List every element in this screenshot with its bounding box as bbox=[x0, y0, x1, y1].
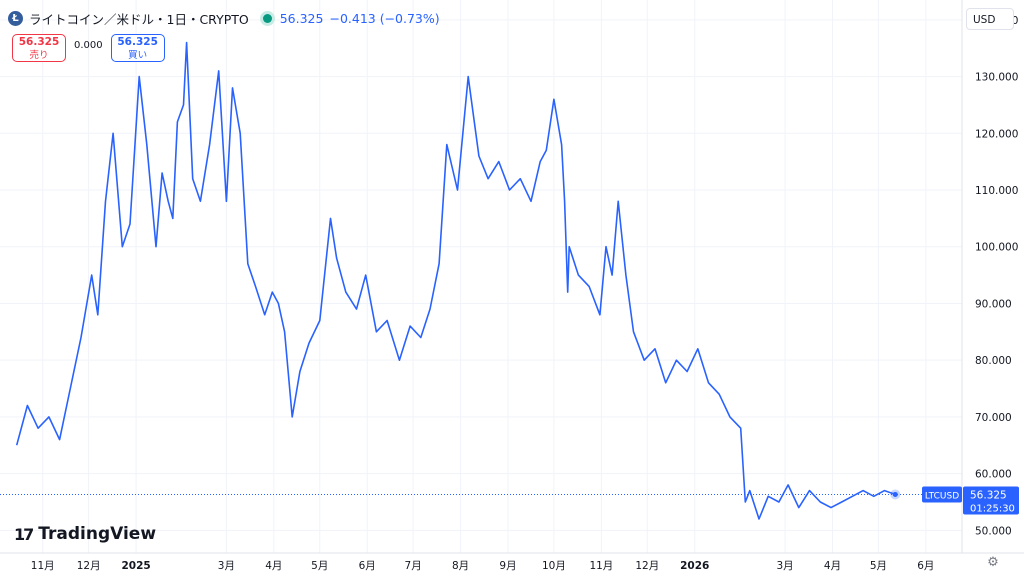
buy-label: 買い bbox=[128, 50, 148, 61]
last-price-labels: LTCUSD 56.325 01:25:30 bbox=[922, 486, 1019, 515]
buy-button[interactable]: 56.325 買い bbox=[110, 34, 165, 62]
tradingview-logo-text: TradingView bbox=[38, 524, 157, 544]
x-tick-label: 9月 bbox=[499, 560, 516, 572]
x-tick-label: 3月 bbox=[776, 560, 793, 572]
sell-label: 売り bbox=[29, 50, 49, 61]
x-tick-label: 2025 bbox=[121, 560, 150, 572]
x-tick-label: 6月 bbox=[359, 560, 376, 572]
x-tick-label: 5月 bbox=[311, 560, 328, 572]
tradingview-logo[interactable]: 17 TradingView bbox=[14, 524, 156, 544]
price-tag-bg bbox=[963, 486, 1019, 515]
y-tick-label: 60.000 bbox=[975, 469, 1012, 481]
x-tick-label: 6月 bbox=[917, 560, 934, 572]
series-line-ltcusd bbox=[15, 41, 896, 520]
x-tick-label: 8月 bbox=[452, 560, 469, 572]
live-dot bbox=[892, 491, 898, 497]
symbol-tag-bg bbox=[922, 486, 962, 503]
litecoin-icon[interactable]: Ł bbox=[8, 10, 23, 26]
grid-layer bbox=[0, 0, 962, 553]
x-tick-label: 5月 bbox=[870, 560, 887, 572]
price-axis[interactable]: 50.000 60.000 70.000 80.000 90.000 100.000 110… bbox=[975, 15, 1018, 537]
y-tick-label: 110.000 bbox=[975, 185, 1018, 197]
x-tick-label: 11月 bbox=[31, 560, 55, 572]
price-tag: 56.325 bbox=[970, 489, 1007, 501]
symbol-tag: LTCUSD bbox=[925, 491, 959, 501]
y-tick-label: 90.000 bbox=[975, 298, 1012, 310]
y-tick-label: 50.000 bbox=[975, 525, 1012, 537]
y-tick-label: 100.000 bbox=[975, 242, 1018, 254]
x-tick-label: 7月 bbox=[405, 560, 422, 572]
live-price-marker bbox=[890, 489, 901, 500]
header-last-price: 56.325 bbox=[279, 10, 324, 26]
y-tick-label: 70.000 bbox=[975, 412, 1012, 424]
x-tick-label: 12月 bbox=[77, 560, 101, 572]
currency-selector[interactable]: USD bbox=[966, 8, 1014, 30]
x-tick-label: 4月 bbox=[265, 560, 282, 572]
x-tick-label: 2026 bbox=[680, 560, 709, 572]
x-tick-label: 3月 bbox=[218, 560, 235, 572]
y-tick-label: 130.000 bbox=[975, 72, 1018, 84]
sell-button[interactable]: 56.325 売り bbox=[12, 34, 66, 62]
buy-price: 56.325 bbox=[117, 36, 158, 48]
settings-gear-icon[interactable]: ⚙ bbox=[987, 555, 999, 570]
symbol-title[interactable]: ライトコイン／米ドル・1日・CRYPTO bbox=[29, 11, 249, 27]
tradingview-logo-icon: 17 bbox=[14, 524, 34, 544]
quote-panel: 56.325 売り 0.000 56.325 買い bbox=[12, 34, 165, 62]
x-tick-label: 11月 bbox=[589, 560, 613, 572]
sell-price: 56.325 bbox=[18, 36, 60, 48]
countdown-tag: 01:25:30 bbox=[970, 503, 1015, 514]
x-tick-label: 12月 bbox=[635, 560, 659, 572]
header-price-change: −0.413 (−0.73%) bbox=[329, 10, 440, 26]
y-tick-label: 80.000 bbox=[975, 355, 1012, 367]
spread-value: 0.000 bbox=[74, 40, 103, 51]
market-status-dot-icon[interactable] bbox=[262, 13, 272, 23]
x-tick-label: 4月 bbox=[824, 560, 841, 572]
time-axis[interactable]: 11月 12月 2025 3月 4月 5月 6月 7月 8月 9月 10月 11月 12月 2026 3月 4… bbox=[31, 560, 935, 572]
x-tick-label: 10月 bbox=[542, 560, 566, 572]
y-tick-label: 120.000 bbox=[975, 128, 1018, 140]
symbol-header: Ł ライトコイン／米ドル・1日・CRYPTO 56.325 −0.413 (−0… bbox=[8, 8, 440, 28]
